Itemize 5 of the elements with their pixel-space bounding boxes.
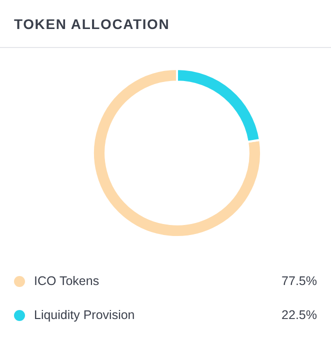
legend-label: ICO Tokens (34, 274, 100, 288)
chart-title: TOKEN ALLOCATION (14, 16, 170, 32)
data-label: 22.5% (282, 308, 317, 322)
legend-label: Liquidity Provision (34, 308, 136, 322)
data-label: 77.5% (282, 274, 317, 288)
